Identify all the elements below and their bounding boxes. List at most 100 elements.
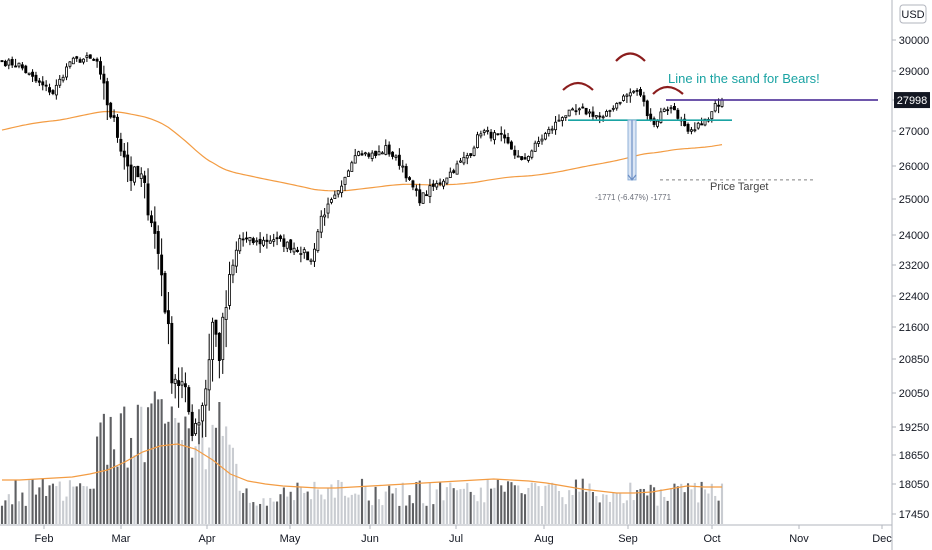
volume-bar: [350, 494, 353, 524]
volume-bar: [170, 406, 173, 524]
candle: [163, 270, 167, 315]
candle: [296, 246, 299, 253]
candle-body: [639, 89, 642, 96]
candle: [173, 374, 177, 399]
left-shoulder-arc: [562, 81, 594, 91]
annotations: Line in the sand for Bears! -1771 (-6.47…: [562, 52, 878, 202]
volume-bar: [180, 439, 184, 524]
candle-body: [105, 81, 109, 106]
volume-bar: [354, 493, 357, 524]
candle-body: [472, 147, 476, 156]
volume-bar: [642, 488, 645, 524]
candle: [608, 109, 612, 118]
candle: [75, 55, 79, 62]
candle: [564, 115, 568, 122]
volume-bar: [534, 483, 537, 524]
volume-bar: [11, 504, 14, 524]
candle-body: [547, 128, 551, 135]
volume-bar: [153, 391, 156, 524]
time-tick-label: Oct: [703, 533, 720, 545]
candle-body: [326, 203, 330, 214]
candle: [217, 332, 221, 379]
candle-body: [564, 115, 568, 118]
candle: [17, 62, 21, 69]
candle-body: [503, 134, 507, 139]
head-arc: [615, 52, 646, 62]
volume-bar: [557, 490, 561, 524]
volume-bar: [690, 489, 693, 524]
candle: [37, 77, 41, 87]
candle-body: [217, 332, 221, 361]
candle-body: [428, 185, 432, 197]
candle: [221, 312, 225, 374]
volume-bar: [150, 403, 153, 524]
candle-body: [425, 194, 428, 197]
volume-bar: [269, 497, 272, 524]
volume-bar: [85, 486, 88, 524]
volume-bar: [58, 481, 61, 524]
currency-badge[interactable]: [899, 4, 927, 24]
candle-body: [292, 247, 296, 253]
candle: [20, 62, 24, 71]
volume-bar: [683, 492, 686, 524]
candle-body: [119, 138, 123, 152]
candle: [581, 103, 585, 109]
currency-label: USD: [901, 9, 924, 21]
candle: [299, 246, 303, 263]
candle-body: [445, 177, 449, 184]
volume-bar: [41, 478, 44, 524]
volume-bar: [700, 481, 703, 524]
candle-body: [248, 236, 252, 242]
candle: [95, 57, 99, 68]
candle-body: [37, 80, 41, 83]
volume-bar: [282, 487, 285, 524]
candle: [628, 88, 632, 103]
volume-bar: [191, 457, 194, 524]
volume-bar: [619, 493, 622, 524]
volume-bar: [503, 491, 506, 524]
volume-bar: [293, 500, 296, 524]
volume-bar: [177, 422, 180, 524]
candle: [316, 228, 320, 253]
candle: [435, 180, 439, 190]
volume-bar: [296, 482, 299, 524]
price-axis[interactable]: USD 300002900028000270002600025000240002…: [891, 0, 930, 550]
volume-bar: [167, 421, 170, 524]
candle-body: [268, 240, 272, 244]
candle-body: [258, 238, 262, 245]
candle-body: [27, 72, 31, 75]
candle-body: [146, 183, 150, 216]
volume-bar: [367, 500, 370, 524]
volume-bar: [113, 449, 116, 524]
candle-body: [279, 235, 282, 240]
candle-body: [183, 383, 187, 388]
volume-bar: [211, 424, 214, 524]
volume-bar: [479, 487, 482, 524]
candle: [105, 77, 109, 120]
time-axis[interactable]: Feb Mar Apr May Jun Jul Aug Sep Oct Nov Dec: [0, 524, 892, 545]
candle-body: [99, 61, 102, 75]
volume-bar: [14, 480, 17, 524]
candle: [214, 319, 218, 347]
candle: [343, 176, 347, 191]
candle-body: [431, 183, 435, 187]
volume-bar: [92, 488, 95, 524]
candle-body: [190, 411, 194, 436]
candle-body: [306, 251, 310, 261]
candle-body: [143, 175, 147, 183]
volume-bar: [544, 485, 547, 524]
candle: [642, 91, 646, 107]
candle: [669, 105, 673, 114]
candle-body: [703, 118, 707, 126]
candle-body: [543, 133, 547, 140]
measure-label: -1771 (-6.47%) -1771: [595, 193, 672, 202]
candle: [418, 183, 422, 206]
volume-bar: [21, 492, 24, 524]
volume-bar: [717, 500, 720, 524]
volume-bar: [513, 485, 516, 524]
volume-bar: [265, 505, 268, 524]
candle: [367, 151, 371, 159]
candle-body: [452, 170, 456, 173]
volume-bar: [384, 491, 387, 524]
